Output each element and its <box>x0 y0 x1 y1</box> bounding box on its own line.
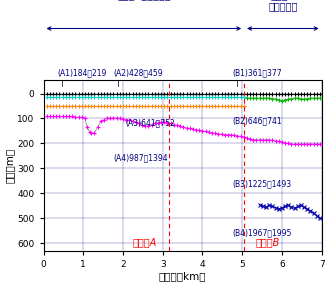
X-axis label: キロ程（km）: キロ程（km） <box>159 272 206 282</box>
Text: (A2)428～459: (A2)428～459 <box>113 68 163 77</box>
Text: サイトB: サイトB <box>256 237 280 247</box>
Text: サイトB
モデル区間: サイトB モデル区間 <box>268 0 297 11</box>
Text: (A3)641～752: (A3)641～752 <box>125 119 175 127</box>
Text: (B4)1967～1995: (B4)1967～1995 <box>232 228 291 237</box>
Text: (A4)987～1394: (A4)987～1394 <box>113 153 168 162</box>
Text: サイトA: サイトA <box>133 237 157 247</box>
Text: (A1)184～219: (A1)184～219 <box>58 68 107 77</box>
Y-axis label: 深さ（m）: 深さ（m） <box>4 148 14 183</box>
Text: (B1)361～377: (B1)361～377 <box>232 68 282 77</box>
Text: (B2)646～741: (B2)646～741 <box>232 116 282 125</box>
Text: (B3)1225～1493: (B3)1225～1493 <box>232 179 291 188</box>
